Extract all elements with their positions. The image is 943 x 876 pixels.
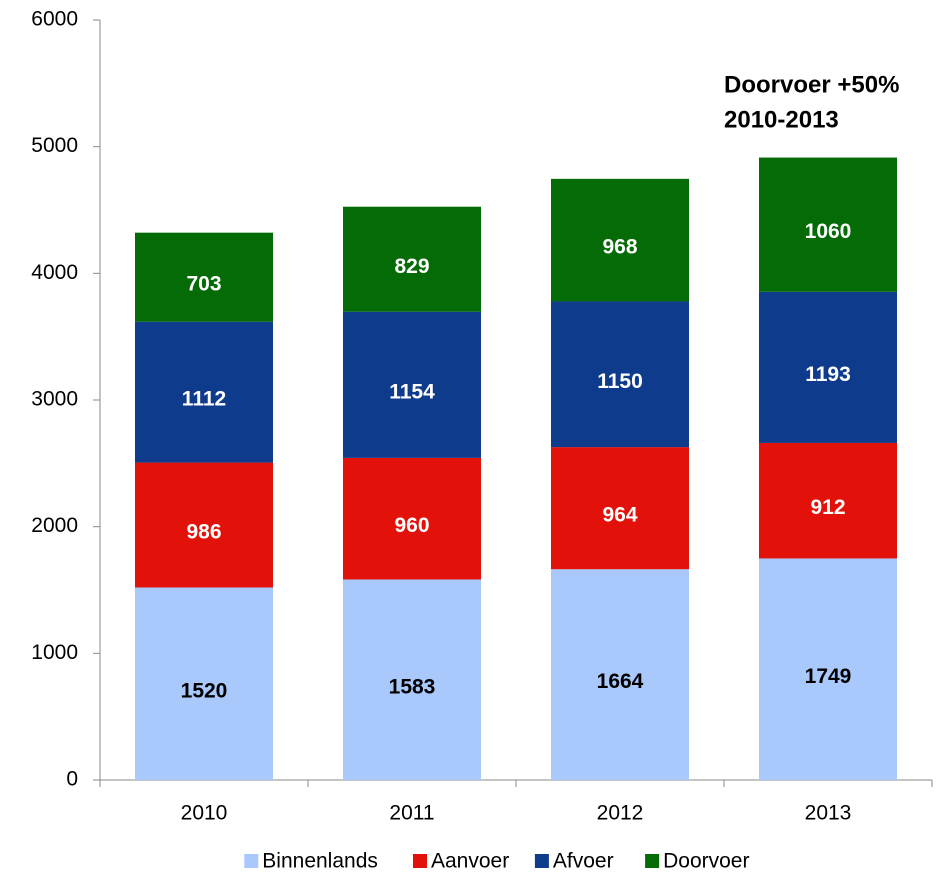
bar-segment — [551, 178, 689, 302]
data-label: 1583 — [389, 675, 436, 698]
x-tick-label: 2013 — [805, 802, 852, 825]
data-label: 703 — [186, 273, 221, 296]
legend-swatch — [534, 854, 549, 868]
data-label: 912 — [810, 496, 845, 519]
bar-segment — [759, 157, 897, 292]
x-tick-label: 2012 — [597, 802, 644, 825]
bar-segment — [135, 232, 273, 322]
legend-label: Doorvoer — [663, 850, 749, 873]
data-label: 968 — [602, 236, 637, 259]
bar-segment — [343, 311, 481, 458]
y-tick-label: 5000 — [31, 134, 78, 157]
bar-segment — [759, 291, 897, 443]
legend-swatch — [413, 854, 427, 868]
data-label: 1060 — [805, 220, 852, 243]
y-tick-label: 4000 — [31, 261, 78, 284]
data-label: 960 — [394, 514, 429, 537]
bar-segment — [759, 442, 897, 559]
y-tick-label: 2000 — [31, 514, 78, 537]
data-label: 829 — [394, 255, 429, 278]
data-label: 1520 — [181, 679, 228, 702]
bar-segment — [135, 587, 273, 780]
annotation-line: Doorvoer +50% — [724, 71, 899, 98]
bar-segment — [759, 558, 897, 780]
bar-segment — [135, 321, 273, 463]
bar-segment — [343, 206, 481, 312]
x-tick-label: 2011 — [389, 802, 434, 825]
bar-segment — [343, 457, 481, 580]
bar-segment — [551, 301, 689, 448]
data-label: 1664 — [597, 670, 644, 693]
bar-segment — [135, 462, 273, 588]
annotation-line: 2010-2013 — [724, 106, 839, 133]
x-tick-label: 2010 — [181, 802, 228, 825]
bar-segment — [551, 447, 689, 570]
y-tick-label: 1000 — [31, 641, 78, 664]
bar-segment — [551, 569, 689, 780]
y-tick-label: 3000 — [31, 388, 78, 411]
legend-label: Afvoer — [553, 850, 614, 873]
y-tick-label: 0 — [66, 768, 78, 791]
legend-label: Aanvoer — [431, 850, 509, 873]
bar-segment — [343, 579, 481, 780]
legend-swatch — [244, 854, 259, 868]
data-label: 1193 — [805, 363, 851, 386]
data-label: 964 — [602, 504, 637, 527]
y-tick-label: 6000 — [31, 8, 78, 31]
data-label: 1749 — [805, 665, 852, 688]
data-label: 986 — [186, 521, 221, 544]
data-label: 1112 — [182, 388, 226, 411]
legend-label: Binnenlands — [262, 850, 378, 873]
data-label: 1150 — [597, 370, 643, 393]
legend-swatch — [645, 854, 660, 868]
data-label: 1154 — [389, 380, 435, 403]
